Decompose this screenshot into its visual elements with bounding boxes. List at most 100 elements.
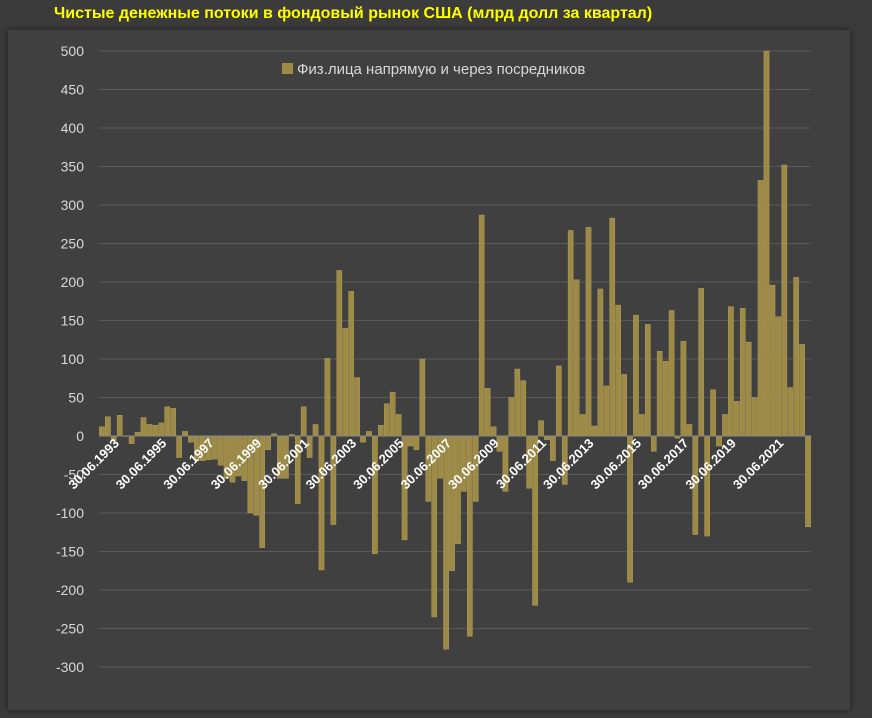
bar (140, 417, 147, 437)
bar (650, 435, 657, 452)
bar (621, 374, 627, 437)
bar (728, 306, 734, 437)
legend-label: Физ.лица напрямую и через посредников (297, 61, 585, 78)
bar (633, 314, 639, 437)
bar (217, 435, 224, 466)
x-tick-label: 30.06.2015 (587, 436, 644, 493)
bar (99, 426, 105, 437)
y-tick-label: -250 (56, 621, 84, 637)
bar (603, 385, 610, 437)
bar (176, 435, 182, 458)
bar (680, 341, 687, 437)
bar (591, 425, 598, 437)
bar (158, 422, 165, 437)
bar (722, 414, 728, 437)
bar (407, 435, 414, 447)
bar (704, 435, 710, 537)
y-tick-label: 0 (76, 428, 84, 444)
bar (550, 435, 556, 461)
bar (383, 403, 390, 437)
bar (787, 387, 794, 437)
bar (656, 351, 663, 437)
legend: Физ.лица напрямую и через посредников (282, 61, 585, 78)
bar (508, 397, 515, 437)
bar (413, 435, 420, 451)
bar (164, 406, 171, 437)
bar (745, 341, 752, 437)
bar (490, 426, 497, 437)
bar (698, 287, 705, 437)
bar (105, 416, 111, 437)
x-tick-label: 30.06.2013 (540, 436, 597, 493)
bar (389, 391, 396, 437)
y-axis-ticks: 500450400350300250200150100500-50-100-15… (56, 43, 84, 675)
bar (544, 435, 550, 441)
x-tick-label: 30.06.2005 (350, 436, 407, 493)
bar (609, 217, 616, 437)
y-tick-label: 350 (61, 159, 85, 175)
y-tick-label: -100 (56, 505, 84, 521)
bar (757, 180, 764, 437)
bar (639, 414, 645, 437)
bar (799, 344, 805, 437)
bar (710, 389, 716, 437)
y-tick-label: 450 (61, 82, 85, 98)
bar (538, 420, 544, 437)
bar (443, 435, 449, 650)
grid-lines (99, 50, 811, 668)
plot-area-frame (8, 30, 850, 710)
bar (152, 425, 159, 437)
bar (514, 368, 521, 437)
y-tick-label: 250 (61, 236, 85, 252)
bar (739, 307, 746, 437)
bar (769, 284, 776, 437)
bar (366, 431, 372, 437)
y-tick-label: 300 (61, 197, 85, 213)
bar (597, 288, 604, 437)
bar (342, 328, 349, 437)
bar (662, 361, 669, 437)
legend-swatch (282, 63, 293, 74)
bar (188, 435, 194, 443)
bar (775, 316, 782, 437)
y-tick-label: 150 (61, 313, 85, 329)
x-tick-label: 30.06.2021 (730, 436, 787, 493)
bar (419, 358, 426, 437)
bar (585, 227, 592, 437)
bar (318, 435, 325, 571)
y-tick-label: 200 (61, 274, 85, 290)
x-tick-label: 30.06.1997 (160, 436, 217, 493)
y-tick-label: -200 (56, 582, 84, 598)
x-tick-label: 30.06.2017 (635, 436, 692, 493)
bar (484, 388, 491, 437)
bar (324, 358, 331, 437)
x-tick-label: 30.06.1995 (113, 436, 170, 493)
bar (134, 431, 141, 437)
bar (300, 406, 307, 437)
bar (781, 164, 788, 437)
bar (259, 435, 265, 548)
bar (478, 214, 485, 437)
bar (520, 380, 527, 437)
bar (265, 435, 271, 451)
y-tick-label: 50 (68, 390, 84, 406)
bars (99, 50, 811, 650)
bar (146, 424, 153, 437)
bar (686, 424, 693, 437)
bar (378, 425, 384, 437)
bar (360, 435, 366, 443)
y-tick-label: -150 (56, 544, 84, 560)
bar (116, 415, 123, 437)
bar (128, 435, 135, 444)
bar (567, 230, 574, 437)
bar (170, 408, 176, 437)
bar (793, 277, 799, 437)
bar (751, 397, 758, 437)
bar (182, 431, 188, 437)
bar (645, 324, 651, 437)
bar (734, 401, 740, 437)
bar (668, 310, 675, 437)
y-tick-label: 400 (61, 120, 85, 136)
